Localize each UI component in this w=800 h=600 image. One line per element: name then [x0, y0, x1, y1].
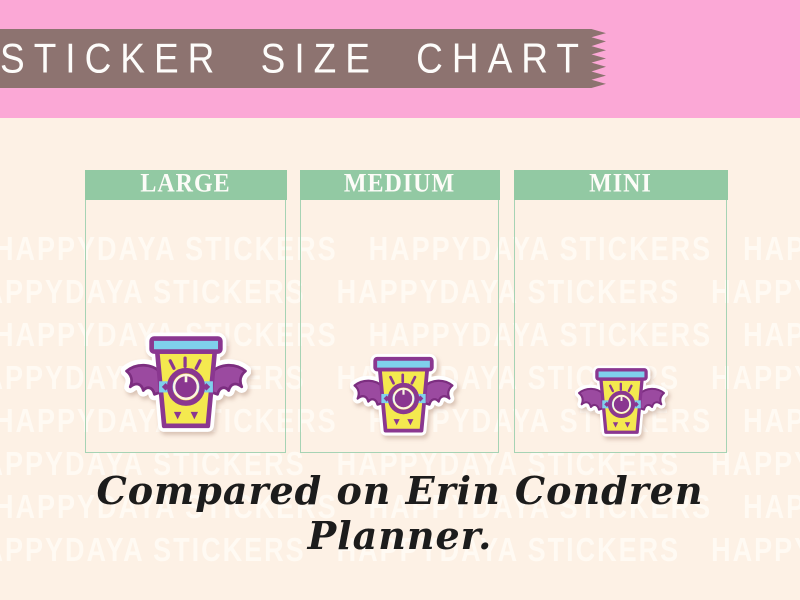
watermark-text: HAPPYDAYA STICKERS HAPPYDAYA STICKERS HA… [0, 316, 800, 354]
sticker-mini [575, 363, 668, 443]
size-box-mini: MINI [513, 169, 728, 453]
bat-coffee-cup-icon [575, 363, 668, 443]
size-box-medium: MEDIUM [299, 169, 500, 453]
size-box-large: LARGE [84, 169, 287, 453]
sticker-large [121, 329, 251, 441]
size-box-medium-header: MEDIUM [299, 169, 500, 200]
watermark-text: HAPPYDAYA STICKERS HAPPYDAYA STICKERS HA… [0, 445, 800, 483]
watermark-text: HAPPYDAYA STICKERS HAPPYDAYA STICKERS HA… [0, 531, 800, 569]
watermark-text: HAPPYDAYA STICKERS HAPPYDAYA STICKERS HA… [0, 273, 800, 311]
size-label-large: LARGE [140, 169, 231, 199]
size-label-medium: MEDIUM [343, 169, 456, 199]
caption-text: Compared on Erin Condren Planner. [96, 468, 704, 558]
sticker-medium [350, 351, 457, 443]
size-box-large-header: LARGE [84, 169, 287, 200]
size-label-mini: MINI [589, 169, 652, 199]
watermark-text: HAPPYDAYA STICKERS HAPPYDAYA STICKERS HA… [0, 230, 800, 268]
watermark-text: HAPPYDAYA STICKERS HAPPYDAYA STICKERS HA… [0, 488, 800, 526]
size-box-mini-header: MINI [513, 169, 728, 200]
bat-coffee-cup-icon [121, 329, 251, 441]
bat-coffee-cup-icon [350, 351, 457, 443]
title-banner: STICKER SIZE CHART [0, 29, 606, 88]
page-title: STICKER SIZE CHART [0, 34, 588, 81]
